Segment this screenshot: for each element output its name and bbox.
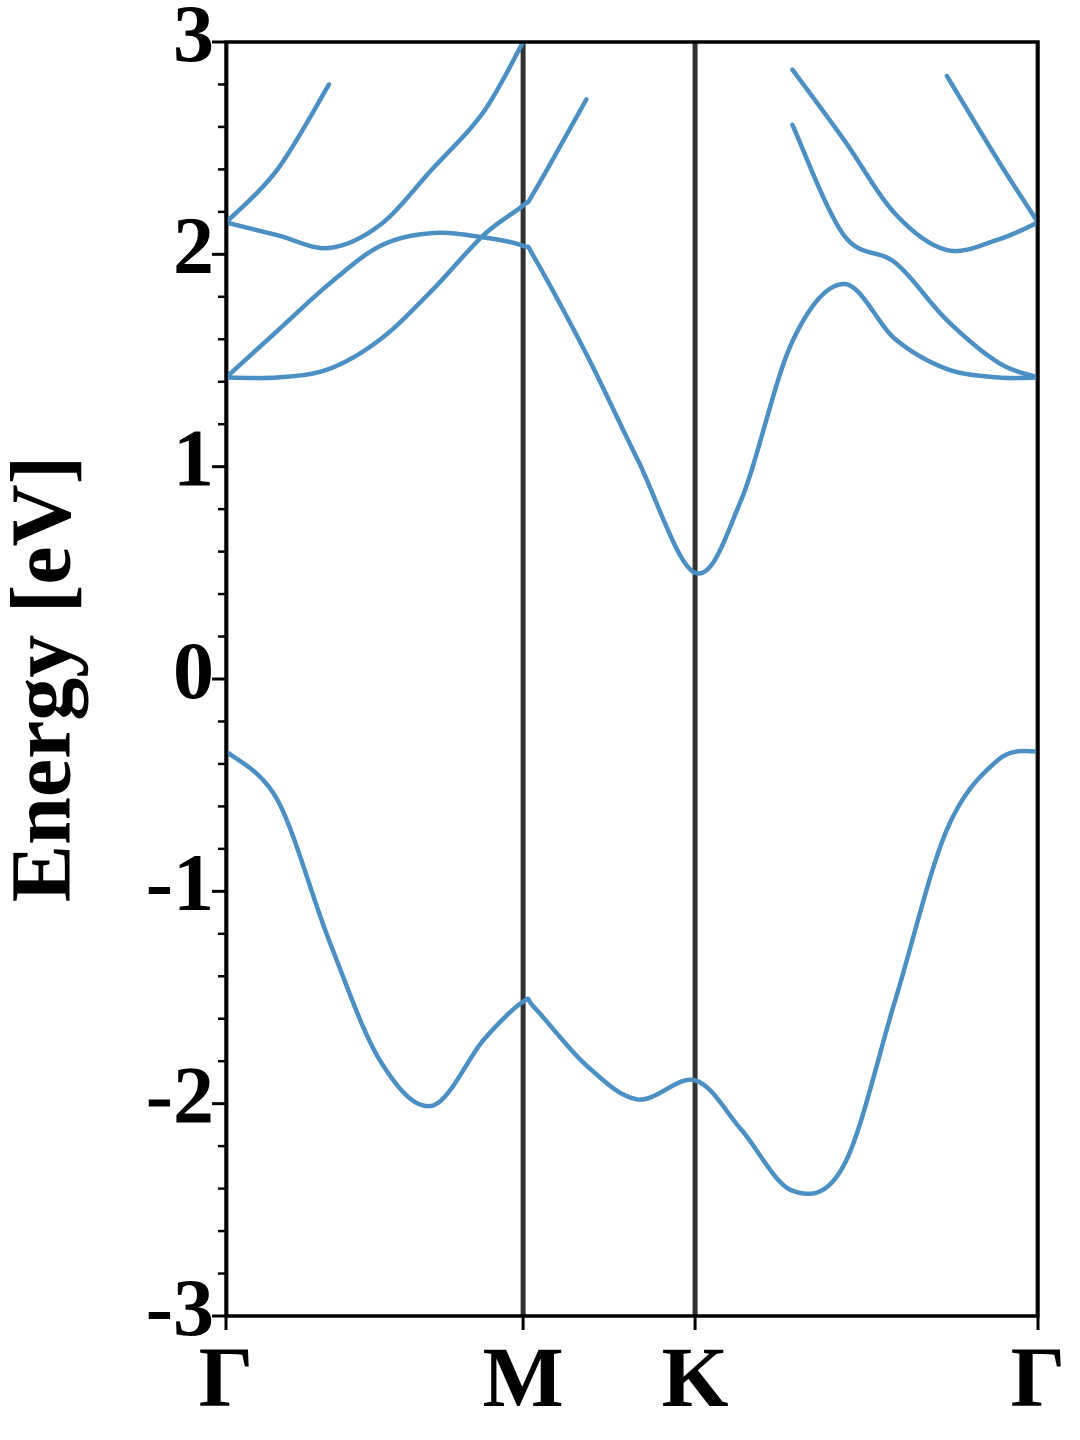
x-tick-label: Γ bbox=[199, 1329, 254, 1425]
y-tick-label: 1 bbox=[173, 412, 214, 503]
y-tick-label: -1 bbox=[146, 837, 214, 928]
y-tick-label: 0 bbox=[173, 625, 214, 716]
y-tick-label: 3 bbox=[173, 0, 214, 79]
y-axis-label: Energy [eV] bbox=[0, 456, 89, 903]
band-line bbox=[790, 122, 1038, 380]
band-line bbox=[226, 42, 1038, 254]
y-tick-label: 2 bbox=[173, 200, 214, 291]
y-tick-label: -3 bbox=[146, 1262, 214, 1353]
y-tick-label: -2 bbox=[146, 1049, 214, 1140]
band-line bbox=[226, 73, 1038, 225]
x-tick-label: K bbox=[662, 1329, 729, 1425]
x-tick-label: M bbox=[483, 1329, 564, 1425]
band-line bbox=[226, 230, 1038, 576]
plot-area bbox=[226, 42, 1038, 1316]
x-tick-label: Γ bbox=[1011, 1329, 1066, 1425]
band-line bbox=[226, 748, 1038, 1197]
band-line bbox=[226, 97, 589, 381]
